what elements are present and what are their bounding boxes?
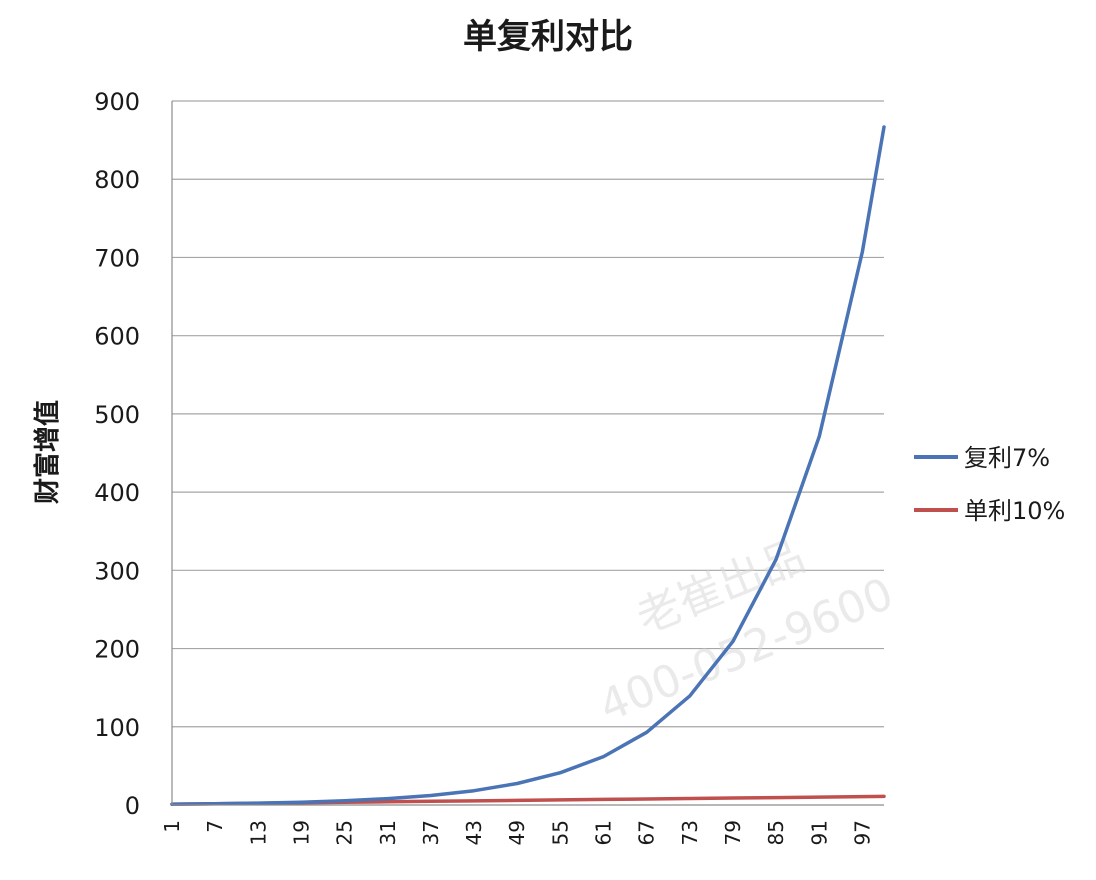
- y-tick-400: 400: [94, 479, 140, 507]
- x-tick-1: 1: [160, 820, 184, 833]
- y-tick-600: 600: [94, 323, 140, 351]
- y-tick-0: 0: [125, 792, 140, 820]
- x-tick-85: 85: [764, 820, 788, 845]
- x-tick-13: 13: [246, 820, 270, 845]
- legend-label-simple: 单利10%: [964, 497, 1065, 525]
- x-tick-73: 73: [678, 820, 702, 845]
- y-tick-700: 700: [94, 244, 140, 272]
- y-tick-800: 800: [94, 166, 140, 194]
- x-tick-79: 79: [721, 820, 745, 845]
- y-tick-500: 500: [94, 401, 140, 429]
- x-tick-97: 97: [850, 820, 874, 845]
- x-tick-91: 91: [807, 820, 831, 845]
- legend: 复利7% 单利10%: [914, 444, 1065, 525]
- watermark: 老崔出品 400-052-9600: [592, 531, 900, 733]
- y-tick-300: 300: [94, 557, 140, 585]
- y-tick-labels: 0 100 200 300 400 500 600 700 800 900: [94, 88, 140, 820]
- x-tick-7: 7: [203, 820, 227, 833]
- x-tick-43: 43: [462, 820, 486, 845]
- x-tick-49: 49: [505, 820, 529, 845]
- x-tick-25: 25: [333, 820, 357, 845]
- y-tick-900: 900: [94, 88, 140, 116]
- x-tick-37: 37: [419, 820, 443, 845]
- x-tick-61: 61: [592, 820, 616, 845]
- x-tick-31: 31: [376, 820, 400, 845]
- series-group: [170, 125, 886, 806]
- x-tick-67: 67: [635, 820, 659, 845]
- legend-label-compound: 复利7%: [964, 444, 1050, 472]
- y-tick-100: 100: [94, 714, 140, 742]
- y-tick-200: 200: [94, 636, 140, 664]
- series-line-0: [170, 125, 886, 806]
- chart-title: 单复利对比: [463, 17, 633, 57]
- x-tick-19: 19: [289, 820, 313, 845]
- x-tick-labels: 1 7 13 19 25 31 37 43 49 55 61 67 73 79 85 91 97: [160, 820, 874, 845]
- gridlines: [172, 100, 884, 728]
- x-tick-55: 55: [548, 820, 572, 845]
- y-axis-label: 财富增值: [32, 400, 63, 504]
